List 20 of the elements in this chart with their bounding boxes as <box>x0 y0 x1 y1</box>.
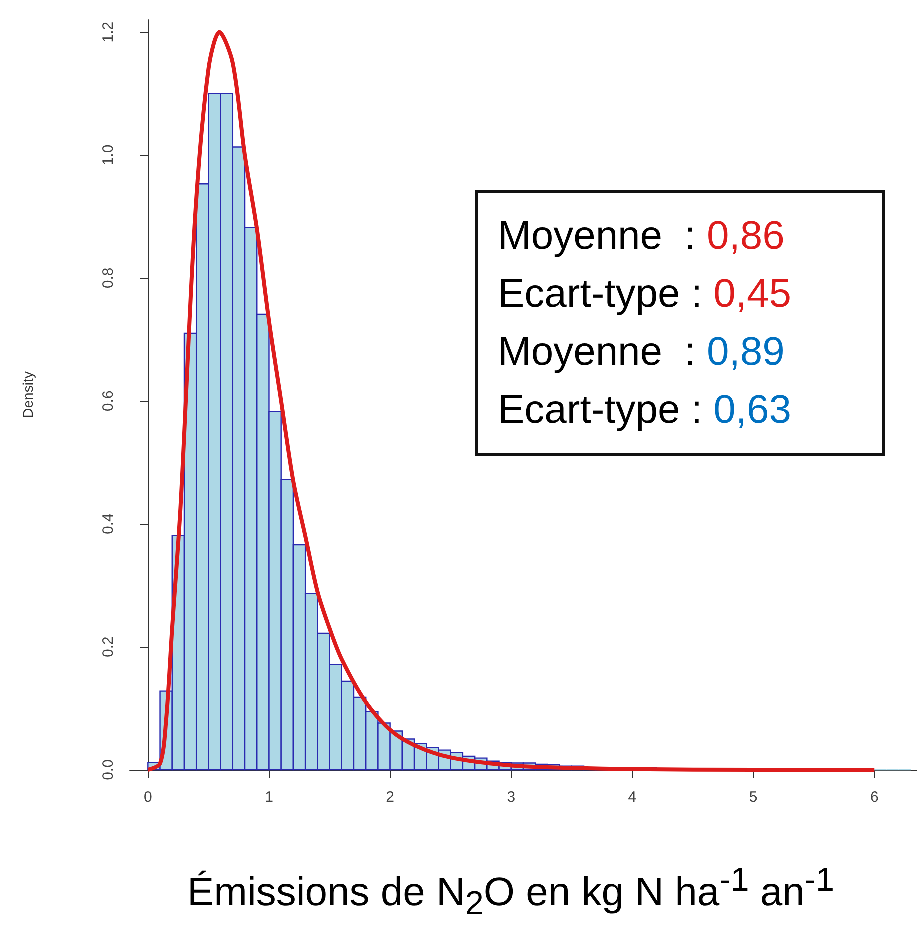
y-tick-label: 1.2 <box>100 22 117 43</box>
x-tick-label: 5 <box>749 789 758 806</box>
x-tick-label: 1 <box>265 789 274 806</box>
y-tick-label: 0.8 <box>100 268 117 289</box>
annotation: Moyenne : 0,89 <box>498 329 786 376</box>
x-tick-label: 2 <box>386 789 394 806</box>
x-axis-title: Émissions de N$_{2}$O en kg N ha$^{-1}$ an$^{-1}$ <box>186 862 836 924</box>
y-tick-label: 0.2 <box>100 636 117 658</box>
x-tick-label: 4 <box>628 789 637 806</box>
y-tick-label: 1.0 <box>100 144 117 166</box>
y-axis-title: Density <box>20 372 36 418</box>
annotation: Ecart-type : 0,63 <box>498 387 792 434</box>
x-tick-label: 3 <box>507 789 516 806</box>
annotation: Moyenne : 0,86 <box>498 213 786 260</box>
y-tick-label: 0.0 <box>100 760 117 780</box>
x-tick-label: 0 <box>144 789 152 806</box>
annotation: Ecart-type : 0,45 <box>498 271 792 318</box>
y-tick-label: 0.6 <box>100 390 117 412</box>
x-tick-label: 6 <box>870 789 879 806</box>
y-tick-label: 0.4 <box>100 514 117 535</box>
